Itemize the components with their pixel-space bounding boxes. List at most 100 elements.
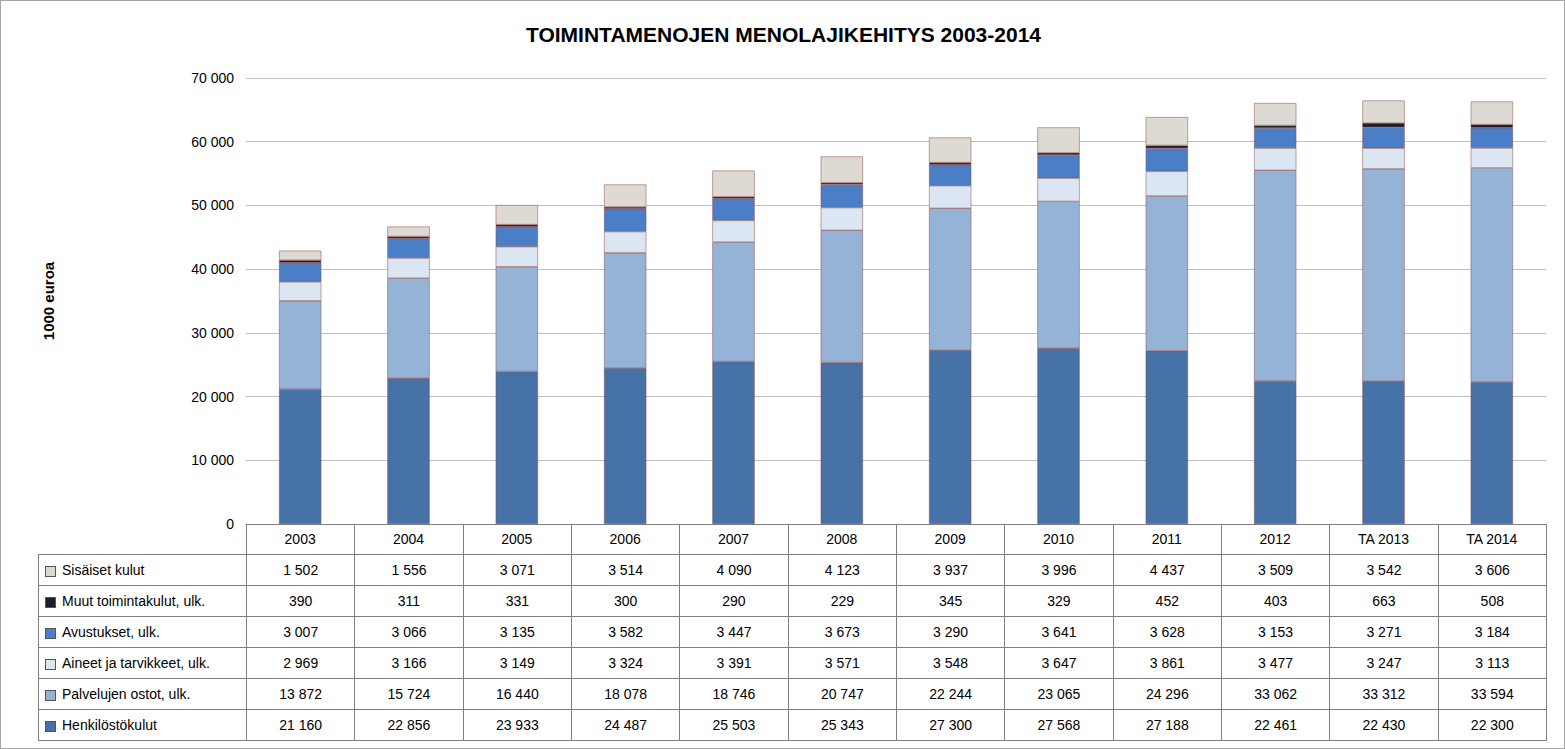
html-text:345: 345 — [939, 593, 963, 609]
html-text:Henkilöstökulut: Henkilöstökulut — [62, 717, 157, 733]
html-text:3 641: 3 641 — [1041, 624, 1077, 640]
html-text:22 856: 22 856 — [387, 717, 431, 733]
html-text:Muut toimintakulut, ulk.: Muut toimintakulut, ulk. — [62, 593, 206, 609]
svg-text:0: 0 — [226, 516, 234, 532]
svg-text:2005: 2005 — [501, 531, 532, 547]
html-text:3 391: 3 391 — [716, 655, 752, 671]
html-text:390: 390 — [289, 593, 313, 609]
html-text:15 724: 15 724 — [387, 686, 431, 702]
html-text:3 007: 3 007 — [283, 624, 319, 640]
html-text:4 437: 4 437 — [1149, 562, 1185, 578]
html-text:22 300: 22 300 — [1470, 717, 1514, 733]
html-text:329: 329 — [1047, 593, 1071, 609]
svg-text:40 000: 40 000 — [191, 261, 234, 277]
html-text:18 746: 18 746 — [712, 686, 756, 702]
svg-text:30 000: 30 000 — [191, 325, 234, 341]
html-text:229: 229 — [830, 593, 854, 609]
html-text:22 244: 22 244 — [929, 686, 972, 702]
html-text:3 153: 3 153 — [1258, 624, 1294, 640]
html-text:33 594: 33 594 — [1470, 686, 1514, 702]
html-text:27 300: 27 300 — [929, 717, 972, 733]
html-text:Aineet ja tarvikkeet, ulk.: Aineet ja tarvikkeet, ulk. — [62, 655, 210, 671]
html-text:3 937: 3 937 — [933, 562, 969, 578]
svg-text:70 000: 70 000 — [191, 70, 234, 86]
html-text:22 430: 22 430 — [1362, 717, 1406, 733]
html-text:3 509: 3 509 — [1258, 562, 1294, 578]
html-text:23 933: 23 933 — [495, 717, 539, 733]
svg-text:2006: 2006 — [610, 531, 641, 547]
html-text:3 184: 3 184 — [1474, 624, 1510, 640]
html-text:21 160: 21 160 — [279, 717, 323, 733]
html-text:16 440: 16 440 — [495, 686, 539, 702]
html-text:Sisäiset kulut: Sisäiset kulut — [62, 562, 145, 578]
svg-text:2004: 2004 — [393, 531, 424, 547]
html-text:3 582: 3 582 — [608, 624, 644, 640]
html-text:3 861: 3 861 — [1149, 655, 1185, 671]
html-text:23 065: 23 065 — [1037, 686, 1081, 702]
svg-text:TA 2013: TA 2013 — [1358, 531, 1409, 547]
html-text:24 296: 24 296 — [1145, 686, 1189, 702]
svg-text:2007: 2007 — [718, 531, 749, 547]
svg-text:1000 euroa: 1000 euroa — [40, 261, 57, 340]
html-text:290: 290 — [722, 593, 746, 609]
svg-text:TOIMINTAMENOJEN MENOLAJIKEHITY: TOIMINTAMENOJEN MENOLAJIKEHITYS 2003-201… — [526, 23, 1041, 46]
html-text:2 969: 2 969 — [283, 655, 319, 671]
svg-text:TA 2014: TA 2014 — [1466, 531, 1517, 547]
html-text:Avustukset, ulk.: Avustukset, ulk. — [62, 624, 160, 640]
html-text:3 066: 3 066 — [391, 624, 427, 640]
html-text:3 166: 3 166 — [391, 655, 427, 671]
html-text:4 123: 4 123 — [824, 562, 860, 578]
svg-text:60 000: 60 000 — [191, 134, 234, 150]
html-text:3 606: 3 606 — [1474, 562, 1510, 578]
html-text:3 548: 3 548 — [933, 655, 969, 671]
svg-text:10 000: 10 000 — [191, 452, 234, 468]
html-text:3 628: 3 628 — [1149, 624, 1185, 640]
html-text:3 571: 3 571 — [824, 655, 860, 671]
html-text:33 312: 33 312 — [1362, 686, 1406, 702]
html-text:3 673: 3 673 — [824, 624, 860, 640]
html-text:3 247: 3 247 — [1366, 655, 1402, 671]
svg-text:2008: 2008 — [826, 531, 857, 547]
html-text:20 747: 20 747 — [820, 686, 864, 702]
html-text:1 556: 1 556 — [391, 562, 427, 578]
html-text:663: 663 — [1372, 593, 1396, 609]
html-text:3 271: 3 271 — [1366, 624, 1402, 640]
html-text:403: 403 — [1263, 593, 1288, 609]
html-text:508: 508 — [1480, 593, 1504, 609]
html-text:1 502: 1 502 — [283, 562, 319, 578]
html-text:3 542: 3 542 — [1366, 562, 1402, 578]
html-text:3 447: 3 447 — [716, 624, 752, 640]
html-text:3 149: 3 149 — [499, 655, 535, 671]
html-text:3 514: 3 514 — [608, 562, 644, 578]
html-text:3 071: 3 071 — [499, 562, 535, 578]
svg-text:2003: 2003 — [285, 531, 316, 547]
html-text:4 090: 4 090 — [716, 562, 752, 578]
html-text:18 078: 18 078 — [604, 686, 648, 702]
html-text:452: 452 — [1155, 593, 1179, 609]
html-text:3 290: 3 290 — [933, 624, 969, 640]
html-text:13 872: 13 872 — [279, 686, 323, 702]
html-text:27 568: 27 568 — [1037, 717, 1081, 733]
svg-text:2012: 2012 — [1260, 531, 1291, 547]
svg-text:2011: 2011 — [1152, 531, 1182, 547]
html-text:25 503: 25 503 — [712, 717, 756, 733]
html-text:3 647: 3 647 — [1041, 655, 1077, 671]
html-text:300: 300 — [614, 593, 638, 609]
html-text:3 996: 3 996 — [1041, 562, 1077, 578]
html-text:22 461: 22 461 — [1254, 717, 1297, 733]
html-text:311: 311 — [397, 593, 421, 609]
html-text:3 135: 3 135 — [499, 624, 535, 640]
html-text:27 188: 27 188 — [1145, 717, 1189, 733]
html-text:331: 331 — [505, 593, 529, 609]
html-text:3 113: 3 113 — [1475, 655, 1510, 671]
svg-text:50 000: 50 000 — [191, 197, 234, 213]
html-text:Palvelujen ostot, ulk.: Palvelujen ostot, ulk. — [62, 686, 191, 702]
html-text:25 343: 25 343 — [820, 717, 864, 733]
svg-text:2009: 2009 — [935, 531, 966, 547]
svg-text:20 000: 20 000 — [191, 389, 234, 405]
svg-text:2010: 2010 — [1043, 531, 1074, 547]
html-text:3 324: 3 324 — [608, 655, 644, 671]
html-text:3 477: 3 477 — [1258, 655, 1294, 671]
html-text:33 062: 33 062 — [1254, 686, 1297, 702]
html-text:24 487: 24 487 — [604, 717, 648, 733]
